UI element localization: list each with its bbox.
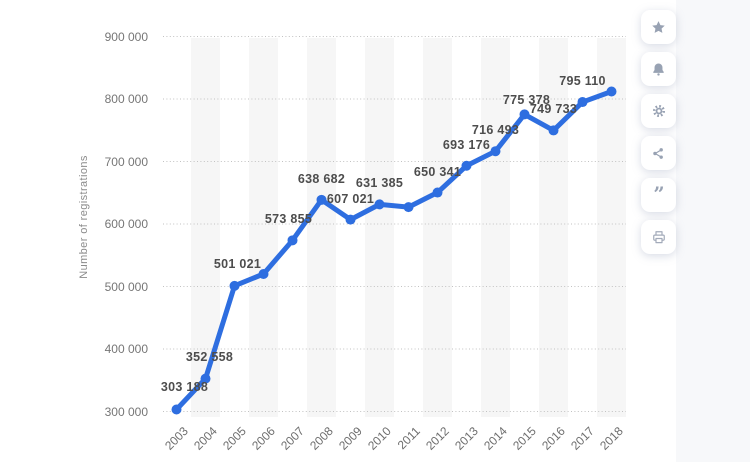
- y-axis-tick: 900 000: [104, 29, 148, 44]
- share-icon: [653, 147, 663, 159]
- data-point-2018: [606, 86, 617, 97]
- data-point-2006: [258, 269, 269, 279]
- plot-band: [365, 38, 394, 417]
- value-label-2009: 607 021: [326, 191, 375, 206]
- data-point-2010: [374, 199, 385, 210]
- data-point-2004: [200, 373, 211, 384]
- svg-text:”: ”: [653, 186, 664, 204]
- data-point-2013: [461, 160, 472, 171]
- data-point-2015: [519, 109, 530, 120]
- value-label-2003: 303 188: [160, 379, 209, 394]
- printer-icon: [652, 231, 665, 244]
- value-label-2010: 631 385: [355, 176, 404, 191]
- cite-button[interactable]: ”: [641, 178, 676, 212]
- plot-band: [539, 38, 568, 417]
- quote-icon: ”: [653, 186, 664, 204]
- y-axis-tick: 500 000: [104, 279, 148, 294]
- sidebar-strip: [676, 0, 750, 462]
- value-label-2005: 501 021: [213, 256, 262, 271]
- chart-toolbar: ”: [641, 0, 677, 462]
- data-point-2017: [577, 97, 588, 108]
- data-point-2003: [171, 404, 182, 415]
- print-button[interactable]: [641, 220, 676, 254]
- y-axis-tick: 300 000: [104, 404, 148, 419]
- plot-band: [597, 38, 626, 417]
- y-axis-tick: 700 000: [104, 154, 148, 169]
- value-label-2013: 693 176: [442, 137, 491, 152]
- data-point-2008: [316, 194, 327, 205]
- data-point-2014: [490, 146, 501, 157]
- plot-band: [481, 38, 510, 417]
- data-point-2016: [548, 125, 559, 136]
- share-button[interactable]: [641, 136, 676, 170]
- plot-band: [249, 38, 278, 417]
- y-axis-tick: 800 000: [104, 92, 148, 106]
- y-axis-tick: 400 000: [104, 342, 148, 356]
- favorite-button[interactable]: [641, 10, 676, 44]
- value-label-2017: 795 110: [559, 74, 606, 89]
- data-point-2012: [432, 187, 443, 198]
- data-point-2009: [345, 214, 356, 225]
- gear-icon: [652, 104, 665, 118]
- data-point-2011: [403, 202, 414, 213]
- star-icon: [652, 20, 665, 33]
- settings-button[interactable]: [641, 94, 676, 128]
- plot-band: [423, 38, 452, 417]
- bell-icon: [653, 62, 664, 76]
- value-label-2014: 716 493: [471, 123, 520, 138]
- value-label-2015: 775 378: [502, 93, 551, 108]
- value-label-2016: 749 733: [529, 102, 578, 117]
- value-label-2012: 650 341: [413, 164, 462, 179]
- value-label-2004: 352 558: [185, 349, 234, 364]
- value-label-2008: 638 682: [297, 171, 346, 186]
- data-point-2007: [287, 235, 298, 246]
- value-label-2007: 573 855: [264, 212, 313, 227]
- alerts-button[interactable]: [641, 52, 676, 86]
- y-axis-tick: 600 000: [104, 217, 148, 231]
- plot-band: [307, 38, 336, 417]
- data-point-2005: [229, 280, 240, 291]
- line-series: [174, 89, 614, 413]
